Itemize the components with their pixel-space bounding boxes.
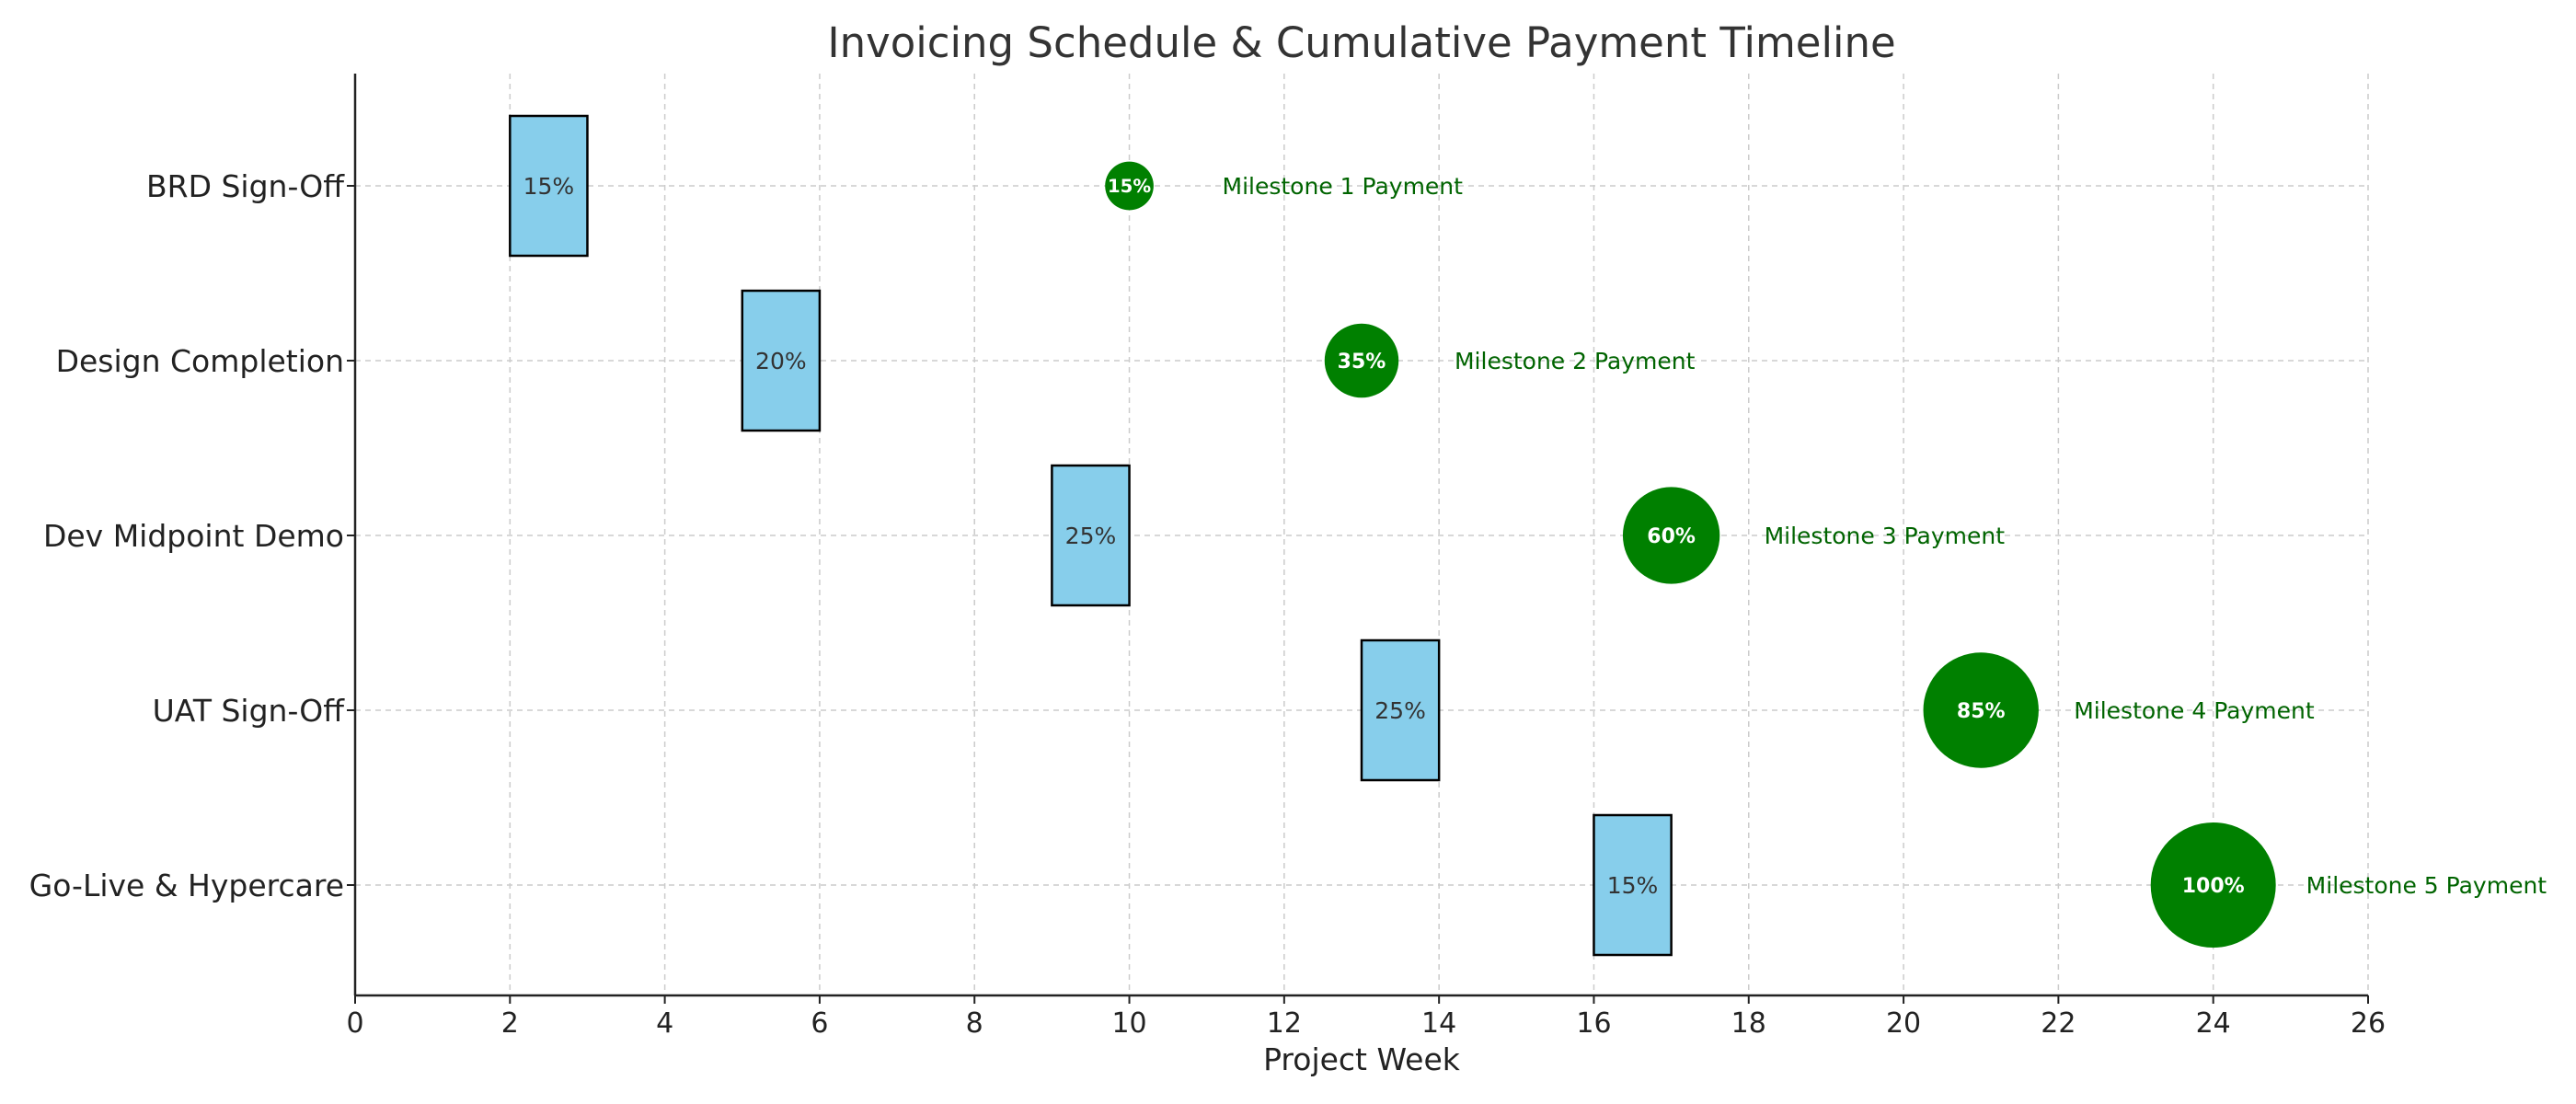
invoice-bar-label: 20% bbox=[755, 348, 807, 374]
x-tick-label: 12 bbox=[1267, 1007, 1302, 1040]
y-category-label: Go-Live & Hypercare bbox=[29, 868, 344, 903]
x-tick-label: 6 bbox=[811, 1007, 828, 1040]
payment-bubble-label: 100% bbox=[2182, 875, 2245, 898]
x-tick-label: 14 bbox=[1421, 1007, 1456, 1040]
y-category-label: UAT Sign-Off bbox=[153, 693, 346, 729]
payment-bubbles: 15% Milestone 1 Payment 35% Milestone 2 Pay… bbox=[1105, 161, 2547, 948]
invoice-bar bbox=[741, 289, 822, 432]
y-category-label: BRD Sign-Off bbox=[146, 168, 345, 204]
payment-milestone-label: Milestone 2 Payment bbox=[1455, 348, 1696, 374]
x-tick-label: 24 bbox=[2196, 1007, 2231, 1040]
x-tick-label: 10 bbox=[1111, 1007, 1146, 1040]
payment-milestone-label: Milestone 4 Payment bbox=[2074, 697, 2315, 724]
x-tick-label: 18 bbox=[1731, 1007, 1766, 1040]
x-axis-label: Project Week bbox=[1263, 1041, 1461, 1077]
payment-bubble bbox=[1105, 161, 1154, 211]
payment-bubble-label: 15% bbox=[1108, 176, 1151, 197]
invoice-bar bbox=[1360, 638, 1441, 782]
y-category-label: Design Completion bbox=[56, 343, 344, 379]
x-tick-label: 22 bbox=[2041, 1007, 2076, 1040]
x-tick-label: 26 bbox=[2351, 1007, 2386, 1040]
invoice-bar bbox=[1593, 813, 1673, 957]
payment-bubble bbox=[2150, 822, 2276, 948]
invoice-bar bbox=[1051, 464, 1131, 607]
invoice-bar-label: 25% bbox=[1374, 697, 1426, 724]
y-category-label: Dev Midpoint Demo bbox=[43, 518, 344, 554]
payment-milestone-label: Milestone 1 Payment bbox=[1223, 173, 1464, 200]
x-tick-label: 8 bbox=[966, 1007, 983, 1040]
invoice-bar bbox=[509, 114, 589, 258]
payment-bubble-label: 35% bbox=[1338, 351, 1386, 374]
grid bbox=[354, 74, 2369, 995]
chart-title: Invoicing Schedule & Cumulative Payment … bbox=[827, 18, 1895, 67]
payment-milestone-label: Milestone 3 Payment bbox=[1765, 523, 2006, 549]
x-tick-label: 2 bbox=[501, 1007, 519, 1040]
payment-bubble bbox=[1923, 652, 2039, 768]
payment-milestone-label: Milestone 5 Payment bbox=[2306, 872, 2547, 899]
x-tick-label: 4 bbox=[656, 1007, 673, 1040]
payment-bubble bbox=[1324, 323, 1399, 398]
invoice-bar-label: 25% bbox=[1065, 523, 1117, 549]
x-tick-label: 20 bbox=[1886, 1007, 1921, 1040]
invoice-bar-label: 15% bbox=[1607, 872, 1659, 899]
payment-bubble-label: 60% bbox=[1647, 525, 1696, 548]
invoice-bar-label: 15% bbox=[523, 173, 575, 200]
invoice-bars: 15% 20% 25% 25% 15% bbox=[509, 114, 1673, 957]
payment-bubble bbox=[1622, 487, 1720, 584]
payment-bubble-label: 85% bbox=[1957, 700, 2006, 723]
x-tick-label: 0 bbox=[346, 1007, 363, 1040]
x-tick-label: 16 bbox=[1576, 1007, 1611, 1040]
